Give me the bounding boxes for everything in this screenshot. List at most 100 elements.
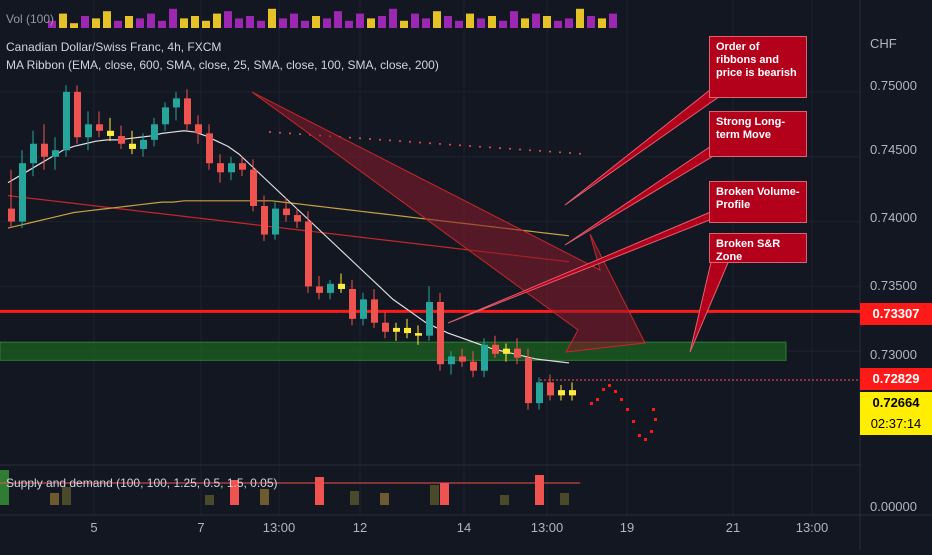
callout-broken-sr-zone[interactable]: Broken S&R Zone — [709, 233, 807, 263]
candle-body — [283, 208, 290, 216]
supply-demand-bar — [230, 480, 239, 505]
volume-bar — [169, 8, 177, 29]
volume-bar — [268, 8, 276, 29]
volume-bar — [301, 20, 309, 28]
date-tick: 12 — [352, 520, 368, 535]
callout-long-term-move[interactable]: Strong Long-term Move — [709, 111, 807, 157]
volume-bar — [411, 13, 419, 28]
candle-body — [19, 163, 26, 222]
ma-projection-dot — [279, 131, 281, 134]
candle-body — [195, 124, 202, 134]
volume-bar — [213, 13, 221, 28]
date-tick: 14 — [456, 520, 472, 535]
candle-body — [371, 299, 378, 323]
candle-body — [305, 221, 312, 287]
volume-bar — [356, 13, 364, 28]
supply-demand-bar — [440, 483, 449, 505]
volume-bar — [202, 20, 210, 28]
volume-bar — [455, 20, 463, 28]
supply-demand-bar — [535, 475, 544, 505]
volume-bar — [312, 16, 320, 28]
volume-bar — [81, 16, 89, 28]
volume-bar — [378, 16, 386, 28]
candle-body — [8, 208, 15, 222]
candle-body — [206, 133, 213, 164]
callout-bearish-ribbons[interactable]: Order of ribbons and price is bearish — [709, 36, 807, 98]
candle-body — [52, 150, 59, 157]
candle-body — [129, 143, 136, 149]
price-tick: 0.00000 — [870, 499, 917, 514]
supply-demand-bar — [430, 485, 439, 505]
volume-bar — [224, 11, 232, 28]
supply-demand-bar — [205, 495, 214, 505]
volume-bar — [367, 18, 375, 28]
ma-projection-dot — [409, 140, 411, 143]
volume-bar — [257, 20, 265, 28]
date-tick: 13:00 — [262, 520, 296, 535]
ma-ribbon-label[interactable]: MA Ribbon (EMA, close, 600, SMA, close, … — [6, 58, 439, 72]
resistance-price-label: 0.73307 — [860, 303, 932, 325]
volume-bar — [345, 20, 353, 28]
candle-body — [448, 356, 455, 365]
candle-body — [349, 289, 356, 319]
candle-body — [404, 327, 411, 334]
candle-body — [360, 299, 367, 319]
ma-projection-dot — [459, 144, 461, 147]
candle-body — [382, 322, 389, 332]
volume-bar — [466, 13, 474, 28]
volume-bar — [290, 13, 298, 28]
projection-dot — [654, 418, 657, 421]
sma25-line — [7, 130, 570, 364]
ma-projection-dot — [369, 138, 371, 140]
candle-body — [426, 301, 433, 336]
ma-projection-dot — [449, 143, 451, 146]
candle-body — [481, 344, 488, 371]
volume-bar — [48, 20, 56, 28]
candle-body — [30, 143, 37, 164]
ma-projection-dot — [499, 147, 501, 150]
volume-bar — [609, 13, 617, 28]
supply-demand-bar — [62, 487, 71, 505]
date-tick: 5 — [90, 520, 98, 535]
ma-projection-dot — [509, 147, 511, 150]
date-tick: 21 — [725, 520, 741, 535]
candle-body — [250, 169, 257, 206]
volume-bar — [136, 18, 144, 28]
sr-zone-rect — [0, 341, 787, 361]
projection-dot — [608, 384, 611, 387]
date-tick: 7 — [197, 520, 205, 535]
volume-bar — [103, 11, 111, 28]
volume-bar — [521, 18, 529, 28]
candle-body — [525, 357, 532, 404]
supply-demand-label[interactable]: Supply and demand (100, 100, 1.25, 0.5, … — [6, 476, 278, 490]
symbol-title[interactable]: Canadian Dollar/Swiss Franc, 4h, FXCM — [6, 40, 222, 54]
candle-body — [184, 98, 191, 125]
volume-bar — [70, 23, 78, 28]
ma-projection-dot — [269, 131, 271, 133]
volume-bar — [532, 13, 540, 28]
volume-bar — [235, 18, 243, 28]
candle-body — [338, 283, 345, 289]
ma-projection-dot — [429, 142, 431, 145]
candle-body — [162, 107, 169, 125]
date-tick: 13:00 — [795, 520, 829, 535]
projection-dot — [614, 390, 617, 393]
callout-broken-volume-profile[interactable]: Broken Volume-Profile — [709, 181, 807, 223]
candle-body — [63, 91, 70, 151]
trend-arrow — [251, 91, 646, 353]
projection-dot — [650, 430, 653, 433]
volume-bar — [477, 18, 485, 28]
volume-bar — [576, 8, 584, 29]
candle-body — [536, 382, 543, 404]
ma-projection-dot — [299, 133, 301, 136]
demand-bar — [0, 470, 9, 505]
volume-bar — [565, 18, 573, 28]
candle-body — [228, 163, 235, 173]
volume-bar — [125, 16, 133, 28]
volume-bar — [334, 11, 342, 28]
currency-label: CHF — [870, 36, 897, 51]
projection-dot — [602, 388, 605, 391]
candle-body — [437, 301, 444, 365]
